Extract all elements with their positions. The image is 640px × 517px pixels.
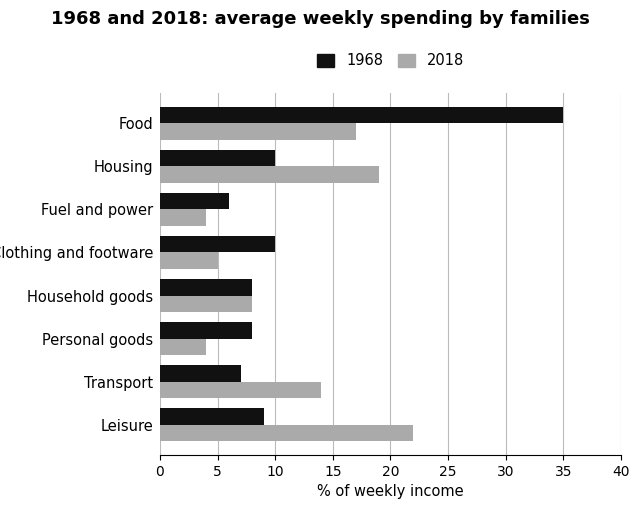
Bar — [160, 252, 218, 269]
Bar — [160, 193, 229, 209]
Bar — [160, 296, 252, 312]
Bar — [160, 339, 206, 355]
Bar — [160, 425, 413, 441]
Text: 1968 and 2018: average weekly spending by families: 1968 and 2018: average weekly spending b… — [51, 10, 589, 28]
Bar — [160, 408, 264, 425]
Bar — [160, 382, 321, 398]
Bar — [160, 209, 206, 226]
Bar — [160, 322, 252, 339]
Bar — [160, 166, 379, 183]
Bar — [160, 123, 356, 140]
Bar — [160, 279, 252, 296]
Bar — [160, 366, 241, 382]
Legend: 1968, 2018: 1968, 2018 — [317, 53, 464, 68]
Bar — [160, 150, 275, 166]
Bar — [160, 236, 275, 252]
Bar — [160, 107, 563, 123]
X-axis label: % of weekly income: % of weekly income — [317, 484, 464, 499]
